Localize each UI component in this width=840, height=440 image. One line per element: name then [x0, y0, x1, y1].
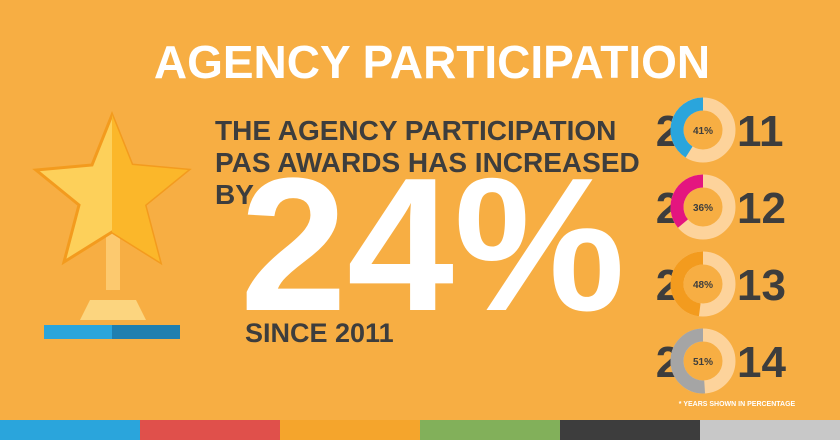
donut-arc	[670, 251, 704, 317]
statement-line: PAS AWARDS HAS INCREASED	[215, 147, 640, 178]
donut-label: 36%	[693, 203, 713, 214]
statement-line: BY	[215, 179, 254, 210]
statement-line: THE AGENCY PARTICIPATION	[215, 115, 616, 146]
donut-arc	[670, 328, 706, 394]
title: AGENCY PARTICIPATION	[154, 36, 710, 88]
donut-arc	[670, 97, 704, 158]
year-suffix: 11	[737, 107, 784, 156]
since-label: SINCE 2011	[245, 318, 394, 348]
donut-arc	[670, 174, 704, 228]
big-number: 24%	[240, 139, 625, 351]
year-suffix: 14	[737, 338, 786, 387]
year-suffix: 12	[737, 184, 786, 233]
trophy-icon	[32, 110, 192, 339]
donut-label: 51%	[693, 357, 713, 368]
footnote: * YEARS SHOWN IN PERCENTAGE	[679, 401, 796, 408]
donut-label: 41%	[693, 126, 713, 137]
year-suffix: 13	[737, 261, 786, 310]
donut-label: 48%	[693, 280, 713, 291]
color-strip	[0, 420, 840, 440]
